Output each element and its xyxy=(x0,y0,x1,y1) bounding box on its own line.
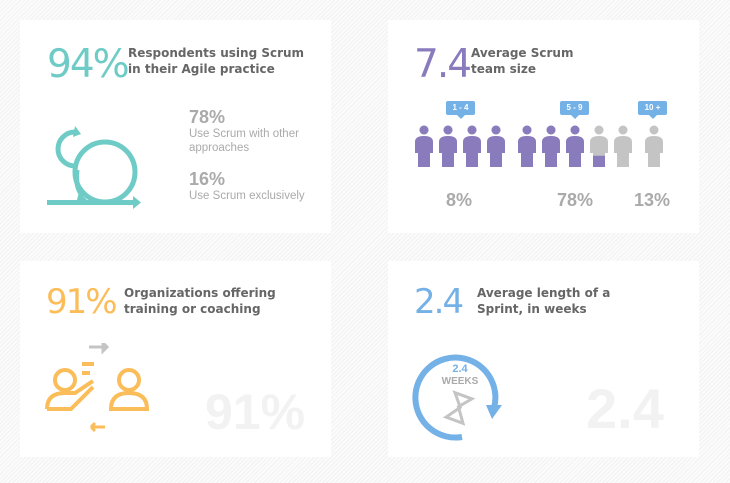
hourglass-cycle-icon xyxy=(412,354,502,441)
percent-10-plus: 13% xyxy=(634,190,671,210)
team-size-card: 7.4 Average Scrum team size 1 - 4 5 - 9 … xyxy=(388,20,699,233)
sprint-watermark: 2.4 xyxy=(586,377,664,440)
person-icon xyxy=(566,125,584,167)
range-bubble-10-plus: 10 + xyxy=(638,101,667,119)
sprint-circle-unit: WEEKS xyxy=(441,376,479,387)
team-size-stat: 7.4 xyxy=(414,42,472,87)
sprint-circle-value: 2.4 xyxy=(452,363,468,375)
coaching-icon xyxy=(45,343,150,433)
sprint-title: Average length of a Sprint, in weeks xyxy=(477,286,611,316)
person-icon xyxy=(590,125,608,167)
scrum-usage-stat: 94% xyxy=(47,42,130,87)
person-icon xyxy=(542,125,560,167)
scrum-mixed-label: Use Scrum with other approaches xyxy=(189,128,299,154)
training-stat: 91% xyxy=(46,282,118,322)
team-size-title: Average Scrum team size xyxy=(471,46,574,76)
person-icon xyxy=(439,125,457,167)
sprint-stat: 2.4 xyxy=(414,282,464,322)
scrum-mixed-value: 78% xyxy=(189,107,226,127)
training-card: 91% 91% Organizations offering training … xyxy=(20,261,331,457)
scrum-cycle-icon xyxy=(47,126,141,209)
training-watermark: 91% xyxy=(205,384,306,440)
range-bubble-5-9: 5 - 9 xyxy=(560,101,589,119)
person-icon xyxy=(645,125,663,167)
person-icon xyxy=(415,125,433,167)
percent-1-4: 8% xyxy=(446,190,473,210)
person-icon xyxy=(614,125,632,167)
scrum-exclusive-label: Use Scrum exclusively xyxy=(189,190,305,202)
training-title: Organizations offering training or coach… xyxy=(124,286,276,316)
sprint-card: 2.4 2.4 Average length of a Sprint, in w… xyxy=(388,261,699,457)
person-icon xyxy=(487,125,505,167)
person-icon xyxy=(463,125,481,167)
scrum-exclusive-value: 16% xyxy=(189,169,226,189)
percent-5-9: 78% xyxy=(557,190,594,210)
scrum-usage-title: Respondents using Scrum in their Agile p… xyxy=(128,46,305,76)
person-icon xyxy=(518,125,536,167)
range-bubble-1-4: 1 - 4 xyxy=(446,101,475,119)
scrum-usage-card: 94% Respondents using Scrum in their Agi… xyxy=(20,20,331,233)
